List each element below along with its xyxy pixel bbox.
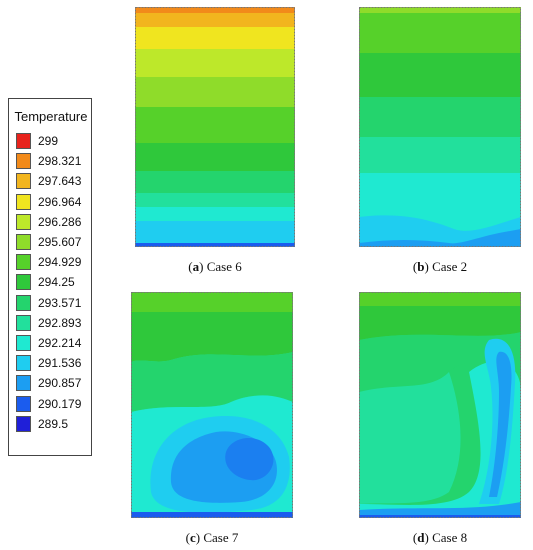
legend-swatch (16, 153, 31, 170)
legend-level: 289.5 (16, 415, 92, 432)
legend-level: 293.571 (16, 294, 92, 311)
legend-label: 293.571 (38, 295, 82, 310)
temperature-legend: Temperature 299 298.321 297.643 296.964 296.… (8, 98, 92, 456)
caption-case-6: (a) Case 6 (188, 259, 242, 274)
legend-level: 292.893 (16, 314, 92, 331)
caption-case-2: (b) Case 2 (412, 259, 468, 274)
legend-swatch (16, 193, 31, 210)
legend-label: 296.964 (38, 194, 82, 209)
legend-title: Temperature (14, 109, 88, 124)
legend-swatch (16, 213, 31, 230)
panel-case-8 (359, 292, 521, 518)
legend-label: 290.857 (38, 376, 82, 391)
legend-level: 290.179 (16, 395, 92, 412)
contour-plot-case-6 (135, 7, 295, 247)
legend-label: 295.607 (38, 235, 82, 249)
legend-swatch (16, 294, 31, 311)
legend-level: 292.214 (16, 335, 92, 351)
legend-level: 290.857 (16, 375, 92, 392)
legend-swatch (16, 173, 31, 190)
legend-label: 294.929 (38, 255, 82, 270)
legend-level: 299 (16, 133, 92, 149)
legend-label: 291.536 (38, 356, 82, 371)
legend-swatch (16, 274, 31, 291)
legend-swatch (16, 234, 31, 250)
caption-case-7: (c) Case 7 (185, 530, 239, 545)
legend-swatch (16, 314, 31, 331)
legend-level: 296.286 (16, 213, 92, 230)
panel-case-6 (135, 7, 295, 247)
legend-swatch (16, 415, 31, 432)
legend-label: 294.25 (38, 275, 75, 290)
legend-label: 292.893 (38, 315, 82, 330)
legend-label: 290.179 (38, 396, 82, 411)
panel-case-7 (131, 292, 293, 518)
contour-plot-case-7 (131, 292, 293, 518)
legend-level: 291.536 (16, 355, 92, 372)
legend-label: 292.214 (38, 336, 82, 350)
caption-case-8: (d) Case 8 (412, 530, 468, 545)
legend-level: 298.321 (16, 153, 92, 170)
legend-swatch (16, 355, 31, 372)
legend-swatch (16, 133, 31, 149)
legend-label: 297.643 (38, 174, 82, 189)
legend-swatch (16, 395, 31, 412)
legend-label: 289.5 (38, 416, 69, 431)
legend-label: 296.286 (38, 214, 82, 229)
legend-swatch (16, 335, 31, 351)
legend-level: 296.964 (16, 193, 92, 210)
legend-label: 299 (38, 134, 59, 148)
legend-swatch (16, 375, 31, 392)
legend-level: 297.643 (16, 173, 92, 190)
panel-case-2 (359, 7, 521, 247)
legend-level: 295.607 (16, 234, 92, 250)
contour-plot-case-8 (359, 292, 521, 518)
legend-swatch (16, 254, 31, 271)
legend-level: 294.929 (16, 254, 92, 271)
legend-label: 298.321 (38, 154, 82, 169)
contour-plot-case-2 (359, 7, 521, 247)
legend-level: 294.25 (16, 274, 92, 291)
